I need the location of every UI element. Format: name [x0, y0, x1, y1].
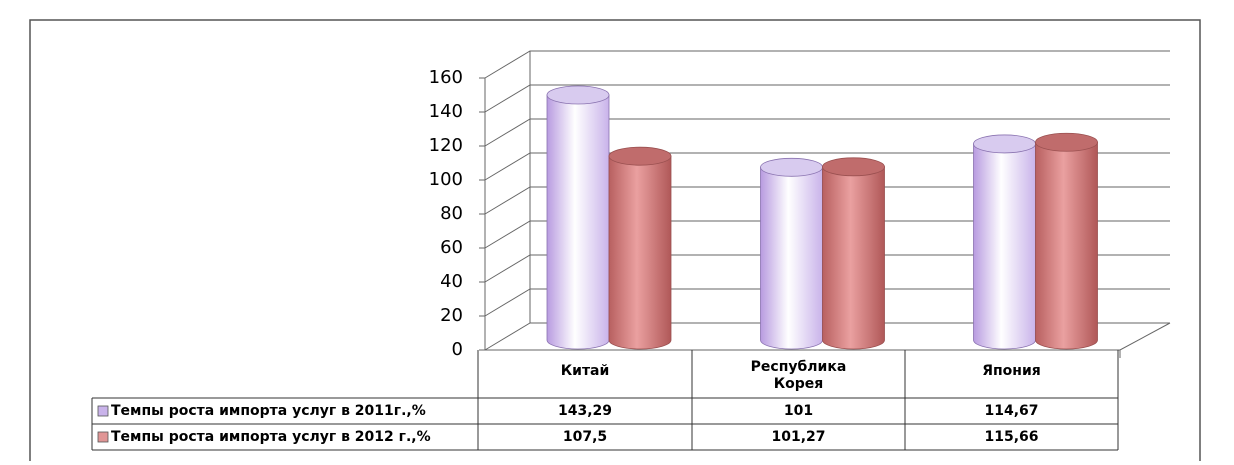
- cylinder-top: [546, 85, 610, 105]
- y-tick-label: 100: [429, 169, 463, 190]
- grid-line: [484, 288, 1170, 317]
- cylinder-body: [973, 143, 1036, 350]
- x-tick-label: Япония: [982, 363, 1041, 379]
- legend-swatch: [97, 405, 109, 417]
- bar: [1035, 132, 1098, 350]
- legend-swatch: [97, 431, 109, 443]
- cylinder-body: [546, 94, 610, 350]
- chart-border: [29, 19, 1201, 465]
- cylinder-body: [608, 155, 672, 350]
- legend-label: Темпы роста импорта услуг в 2011г.,%: [111, 403, 426, 419]
- table-value: 101,27: [771, 429, 825, 445]
- table-value: 114,67: [984, 403, 1038, 419]
- y-tick-label: 0: [452, 339, 463, 360]
- bar: [760, 157, 823, 350]
- table-value: 115,66: [984, 429, 1038, 445]
- bar: [546, 85, 610, 350]
- grid-line: [484, 84, 1170, 113]
- cylinder-top: [1035, 132, 1098, 152]
- legend-label: Темпы роста импорта услуг в 2012 г.,%: [111, 429, 431, 445]
- y-tick-label: 20: [440, 305, 463, 326]
- y-tick-label: 80: [440, 203, 463, 224]
- grid-line: [484, 186, 1170, 215]
- y-tick-label: 160: [429, 67, 463, 88]
- grid-line: [484, 152, 1170, 181]
- cylinder-body: [822, 166, 885, 350]
- y-tick-label: 140: [429, 101, 463, 122]
- cylinder-body: [760, 166, 823, 350]
- table-value: 107,5: [563, 429, 607, 445]
- cylinder-body: [1035, 141, 1098, 350]
- cylinder-top: [822, 157, 885, 177]
- grid-line: [484, 322, 1170, 351]
- grid-line: [484, 220, 1170, 249]
- grid-line: [484, 118, 1170, 147]
- y-tick-label: 40: [440, 271, 463, 292]
- x-tick-label: Республика Корея: [751, 359, 847, 392]
- bar: [608, 146, 672, 350]
- x-tick-label: Китай: [561, 363, 610, 379]
- table-value: 101: [784, 403, 813, 419]
- cylinder-top: [608, 146, 672, 166]
- table-value: 143,29: [558, 403, 612, 419]
- grid-line: [484, 50, 1170, 79]
- grid-line: [484, 254, 1170, 283]
- cylinder-top: [760, 157, 823, 177]
- cylinder-top: [973, 134, 1036, 154]
- bar: [973, 134, 1036, 350]
- y-tick-label: 120: [429, 135, 463, 156]
- y-tick-label: 60: [440, 237, 463, 258]
- bar: [822, 157, 885, 350]
